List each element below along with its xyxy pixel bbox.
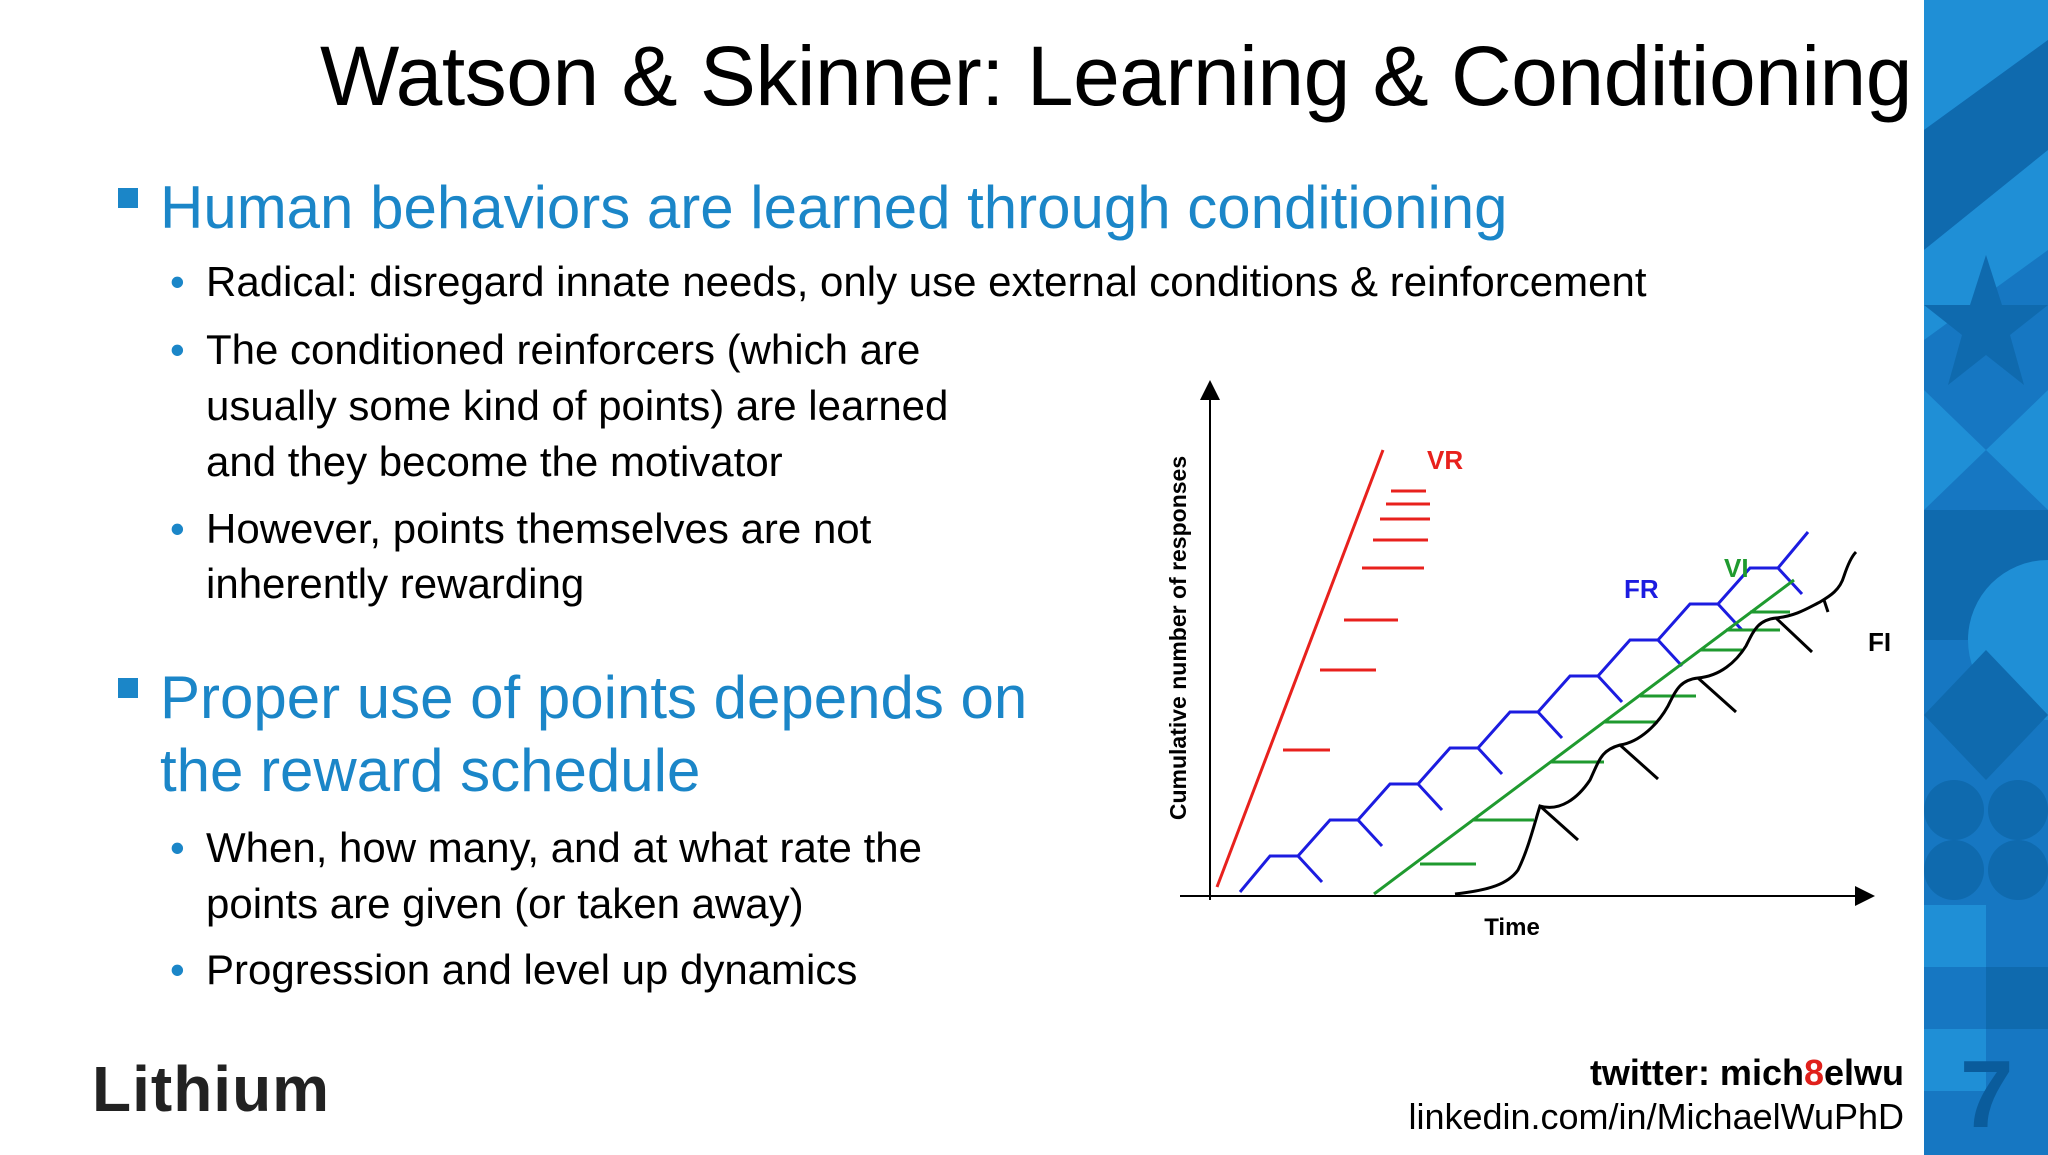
dot-bullet-icon: • xyxy=(170,258,185,305)
vr-line xyxy=(1215,449,1385,888)
sub-bullet-2-1-line2: points are given (or taken away) xyxy=(206,880,804,927)
fr-line xyxy=(1238,531,1810,893)
fi-tick xyxy=(1538,804,1580,842)
sub-bullet-2-2-text: Progression and level up dynamics xyxy=(206,946,858,993)
fr-tick xyxy=(1296,854,1324,884)
square-bullet-icon xyxy=(118,188,138,208)
dot-bullet-icon: • xyxy=(170,326,185,373)
series-vi xyxy=(1373,578,1795,896)
geometric-pattern-icon xyxy=(1924,0,2048,1091)
twitter-accent: 8 xyxy=(1803,1052,1824,1093)
series-fr xyxy=(1238,531,1810,893)
sub-bullet-1-3-line1: However, points themselves are not xyxy=(206,505,872,552)
slide-title: Watson & Skinner: Learning & Conditionin… xyxy=(320,29,1913,123)
page-number: 7 xyxy=(1960,1041,2014,1148)
y-axis-label: Cumulative number of responses xyxy=(1165,456,1191,820)
twitter-handle: twitter: mich8elwu xyxy=(1590,1052,1904,1094)
twitter-suffix: elwu xyxy=(1823,1052,1904,1093)
vi-line xyxy=(1373,578,1795,896)
square-bullet-icon xyxy=(118,678,138,698)
fr-tick xyxy=(1356,818,1384,848)
sub-bullet-1-2-line1: The conditioned reinforcers (which are xyxy=(206,326,921,373)
fr-tick xyxy=(1776,566,1804,596)
dot-bullet-icon: • xyxy=(170,505,185,552)
series-label-fr: FR xyxy=(1624,574,1659,604)
fr-tick xyxy=(1716,602,1744,632)
fi-tick xyxy=(1774,616,1814,654)
lithium-logo: Lithium xyxy=(92,1053,331,1125)
decorative-band xyxy=(1924,0,2048,1155)
sub-bullet-1-3-line2: inherently rewarding xyxy=(206,560,585,607)
series-label-fi: FI xyxy=(1868,627,1891,657)
fr-tick xyxy=(1596,674,1624,704)
dot-bullet-icon: • xyxy=(170,946,185,993)
bullet-main-2-line1: Proper use of points depends on xyxy=(160,664,1028,731)
fr-tick xyxy=(1656,638,1684,668)
fi-tick xyxy=(1696,676,1738,714)
sub-bullet-2-1-line1: When, how many, and at what rate the xyxy=(206,824,922,871)
dot-bullet-icon: • xyxy=(170,824,185,871)
fi-tick xyxy=(1822,599,1830,613)
series-label-vr: VR xyxy=(1427,445,1463,475)
fi-line xyxy=(1454,550,1858,896)
bullet-main-1-text: Human behaviors are learned through cond… xyxy=(160,174,1508,241)
twitter-prefix: twitter: mich xyxy=(1589,1052,1804,1093)
fr-tick xyxy=(1416,782,1444,812)
fr-tick xyxy=(1476,746,1504,776)
series-fi xyxy=(1454,550,1858,896)
fr-tick xyxy=(1536,710,1564,740)
series-vr xyxy=(1215,449,1430,888)
schedule-chart-svg: Time Cumulative number of responses VR xyxy=(1165,380,1891,941)
linkedin-url: linkedin.com/in/MichaelWuPhD xyxy=(1408,1096,1904,1137)
x-axis-label: Time xyxy=(1484,914,1540,941)
sub-bullet-1-2-line2: usually some kind of points) are learned xyxy=(206,382,949,429)
sub-bullet-1-1-text: Radical: disregard innate needs, only us… xyxy=(206,258,1647,305)
bullet-main-2-line2: the reward schedule xyxy=(160,737,701,804)
fi-tick xyxy=(1618,743,1660,781)
sub-bullet-1-2-line3: and they become the motivator xyxy=(206,438,783,485)
schedule-chart: Time Cumulative number of responses VR xyxy=(1140,380,1900,950)
series-label-vi: VI xyxy=(1724,553,1749,583)
